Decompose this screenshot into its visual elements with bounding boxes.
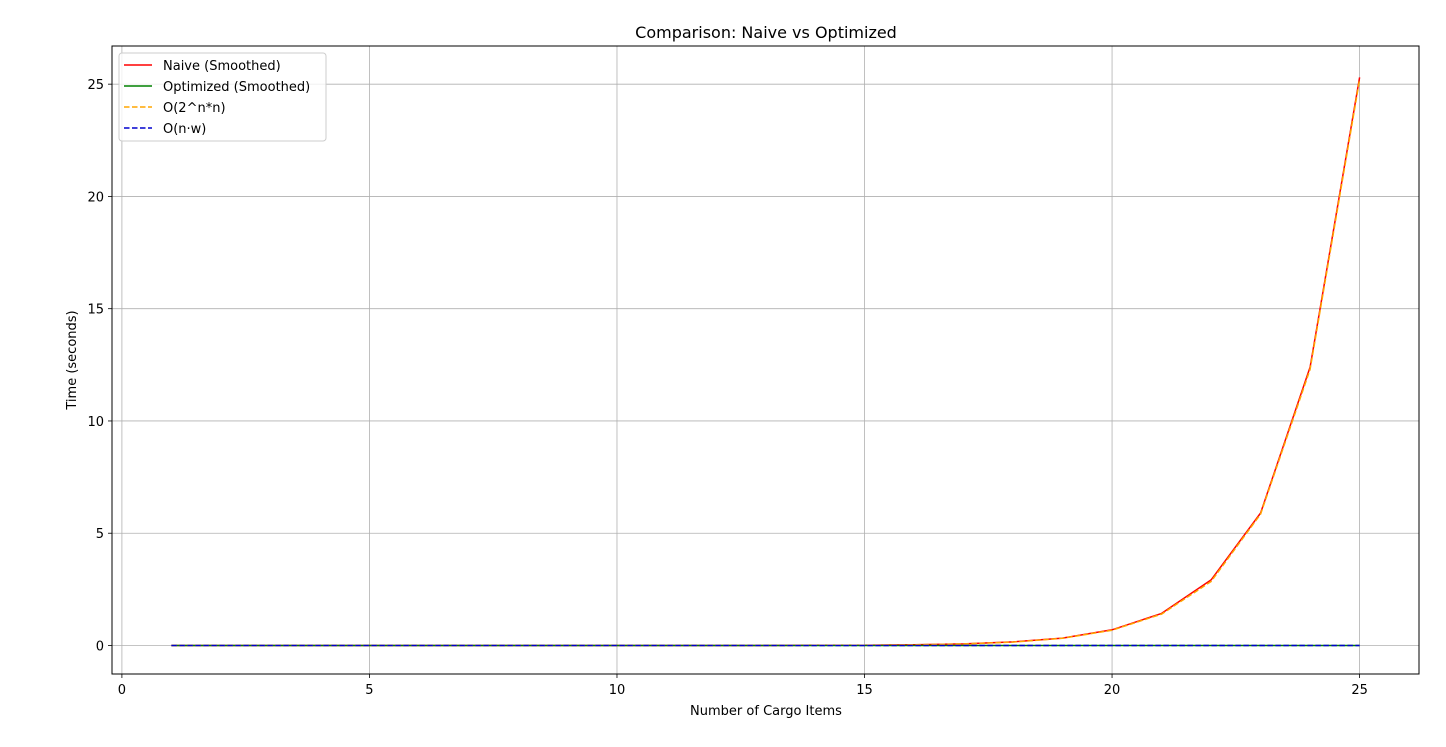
- y-tick-label: 0: [96, 639, 104, 654]
- y-tick-label: 5: [96, 527, 104, 542]
- y-tick-label: 15: [87, 303, 104, 318]
- x-tick-label: 15: [856, 683, 873, 698]
- legend-label: O(2^n*n): [163, 101, 226, 116]
- y-axis-label: Time (seconds): [65, 310, 80, 410]
- legend-box: [118, 52, 327, 142]
- legend: Naive (Smoothed) Optimized (Smoothed) O(2^…: [118, 52, 327, 142]
- ticks: 0 5 10 15 20 25 0 5 10 15 20 25: [87, 78, 1367, 698]
- x-tick-label: 10: [609, 683, 626, 698]
- legend-label: O(n·w): [163, 122, 206, 137]
- plot-frame: [111, 45, 1420, 675]
- x-tick-label: 25: [1351, 683, 1368, 698]
- y-tick-label: 20: [87, 190, 104, 205]
- legend-label: Naive (Smoothed): [163, 59, 281, 74]
- legend-label: Optimized (Smoothed): [163, 80, 310, 95]
- series-layer: [171, 77, 1361, 647]
- chart-title: Comparison: Naive vs Optimized: [635, 23, 897, 42]
- x-tick-label: 20: [1104, 683, 1121, 698]
- y-tick-label: 25: [87, 78, 104, 93]
- y-tick-label: 10: [87, 415, 104, 430]
- x-tick-label: 5: [365, 683, 373, 698]
- x-tick-label: 0: [118, 683, 126, 698]
- x-axis-label: Number of Cargo Items: [690, 704, 842, 719]
